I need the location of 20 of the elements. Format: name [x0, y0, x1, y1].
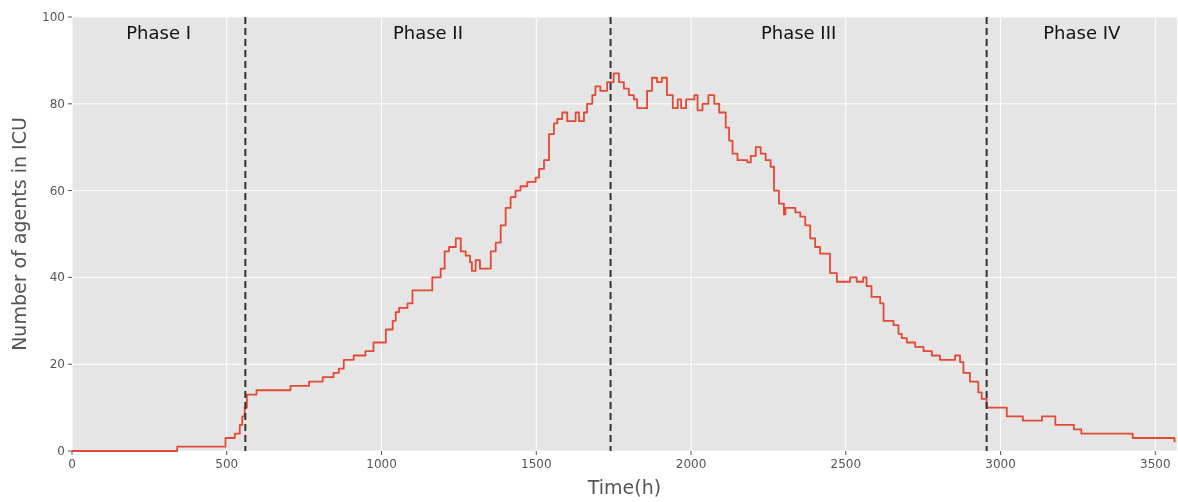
annotation: Phase IV: [1043, 22, 1122, 43]
y-tick-label: 0: [57, 444, 65, 458]
x-tick-label: 1000: [366, 457, 397, 471]
annotation: Phase III: [760, 22, 837, 43]
annotation: Phase I: [126, 22, 192, 43]
annotation: Phase II: [392, 22, 463, 43]
x-tick-label: 3000: [985, 457, 1016, 471]
y-tick-label: 80: [49, 96, 65, 111]
x-tick-label: 500: [215, 457, 239, 471]
x-tick-label: 2500: [830, 457, 862, 471]
x-tick-label: 1500: [521, 457, 552, 471]
x-tick-label: 2000: [675, 457, 707, 471]
y-tick-label: 40: [49, 270, 65, 285]
y-tick-label: 20: [49, 357, 65, 372]
y-axis-title: Number of agents in ICU: [8, 117, 30, 351]
x-tick-label: 0: [68, 457, 76, 471]
y-tick-label: 60: [49, 183, 65, 198]
x-axis-title: Time(h): [586, 476, 662, 498]
x-tick-label: 3500: [1140, 457, 1171, 471]
y-tick-label: 100: [42, 10, 65, 24]
